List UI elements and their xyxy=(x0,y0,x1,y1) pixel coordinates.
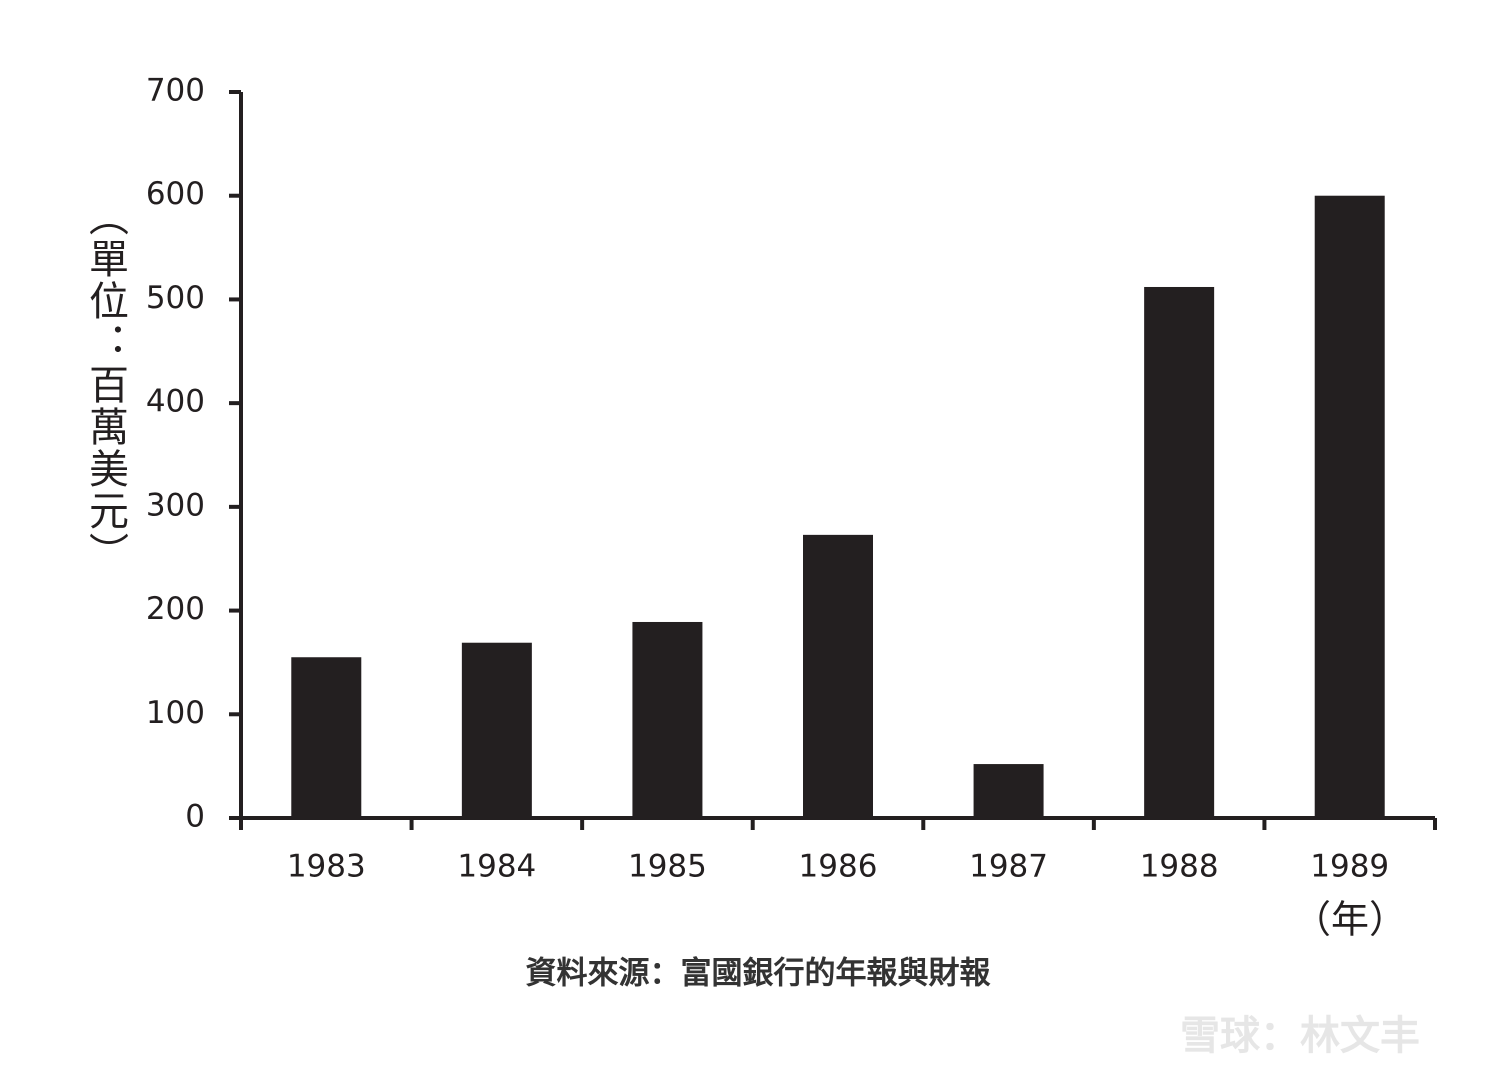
watermark: 雪球：林文丰 xyxy=(1180,1013,1420,1059)
x-tick-label: 1983 xyxy=(287,849,366,885)
x-tick-label: 1986 xyxy=(799,849,878,885)
y-tick-label: 100 xyxy=(146,695,205,731)
y-axis-label: （單位：百萬美元） xyxy=(82,196,129,574)
bar xyxy=(803,534,873,818)
bar xyxy=(1314,195,1385,818)
x-tick-label: 1988 xyxy=(1140,849,1219,885)
source-note: 資料來源：富國銀行的年報與財報 xyxy=(526,956,992,992)
y-tick-label: 700 xyxy=(146,73,205,109)
bar xyxy=(632,621,703,818)
y-tick-label: 500 xyxy=(146,280,205,316)
bar xyxy=(973,764,1044,818)
x-tick-label: 1989 xyxy=(1310,849,1389,885)
y-tick-label: 0 xyxy=(185,799,205,835)
x-axis-label: （年） xyxy=(1293,898,1407,942)
x-tick-label: 1985 xyxy=(628,849,707,885)
x-tick-label: 1984 xyxy=(457,849,536,885)
y-tick-label: 300 xyxy=(146,487,205,523)
bar xyxy=(461,642,532,818)
bar xyxy=(291,657,362,818)
y-tick-label: 600 xyxy=(146,176,205,212)
y-tick-label: 200 xyxy=(146,591,205,627)
bar xyxy=(1144,286,1215,818)
y-tick-label: 400 xyxy=(146,384,205,420)
x-tick-label: 1987 xyxy=(969,849,1048,885)
